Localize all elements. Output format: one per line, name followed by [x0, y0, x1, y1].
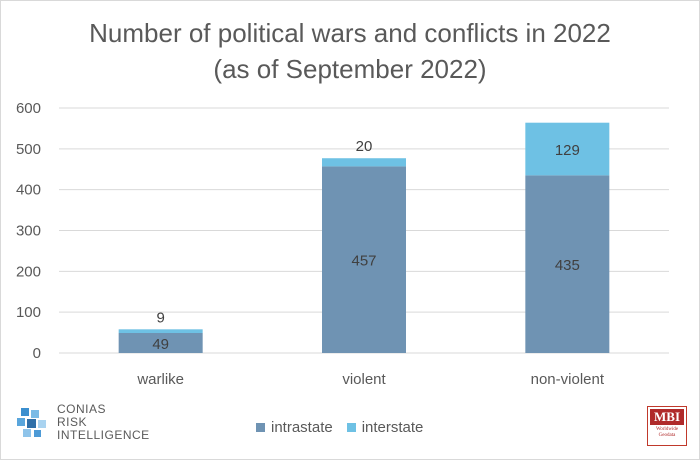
legend-swatch-interstate [346, 423, 356, 432]
bar-intrastate-violent [322, 166, 406, 353]
chart-title: Number of political wars and conflicts i… [1, 15, 699, 87]
mbi-sub2: Geodata [658, 433, 676, 438]
conias-cube-icon [17, 407, 46, 437]
conias-line2: RISK [57, 415, 88, 429]
legend-item-interstate: interstate [346, 419, 424, 436]
bar-intrastate-non-violent [525, 175, 610, 353]
y-tick-label: 600 [16, 100, 41, 117]
legend-swatch-intrastate [256, 423, 265, 432]
bar-interstate-non-violent [525, 122, 610, 176]
mbi-subtitle: Worldwide Geodata [648, 427, 686, 439]
x-tick-label: non-violent [531, 371, 605, 388]
chart-title-line1: Number of political wars and conflicts i… [89, 18, 611, 48]
conias-logo: CONIAS RISK INTELLIGENCE [15, 403, 150, 442]
y-tick-label: 0 [33, 345, 41, 362]
mbi-logo: MBI Worldwide Geodata [647, 406, 687, 446]
bar-interstate-warlike [118, 329, 203, 333]
legend: intrastate interstate [256, 419, 423, 436]
data-label-interstate-violent: 20 [356, 138, 373, 155]
chart-title-line2: (as of September 2022) [213, 54, 487, 84]
bar-chart: 0 100 200 300 400 500 600 49 9 warlike 457 20 violen… [16, 100, 669, 388]
x-tick-label: warlike [136, 371, 184, 388]
y-tick-label: 100 [16, 304, 41, 321]
y-tick-label: 400 [16, 182, 41, 199]
mbi-title: MBI [650, 409, 684, 425]
bar-intrastate-warlike [118, 332, 203, 353]
y-tick-label: 500 [16, 141, 41, 158]
bar-interstate-violent [322, 158, 406, 167]
y-tick-label: 300 [16, 223, 41, 240]
conias-line1: CONIAS [57, 402, 107, 416]
data-label-interstate-non-violent: 129 [555, 142, 580, 159]
y-tick-label: 200 [16, 263, 41, 280]
x-tick-label: violent [342, 371, 386, 388]
conias-wordmark: CONIAS RISK INTELLIGENCE [57, 403, 150, 442]
conias-line3: INTELLIGENCE [57, 428, 150, 442]
data-label-intrastate-violent: 457 [351, 253, 376, 270]
data-label-interstate-warlike: 9 [156, 309, 164, 326]
legend-item-intrastate: intrastate [256, 419, 333, 436]
legend-label-intrastate: intrastate [271, 419, 333, 436]
data-label-intrastate-non-violent: 435 [555, 257, 580, 274]
legend-label-interstate: interstate [361, 419, 424, 436]
data-label-intrastate-warlike: 49 [152, 336, 169, 353]
mbi-sub1: Worldwide [655, 427, 679, 432]
